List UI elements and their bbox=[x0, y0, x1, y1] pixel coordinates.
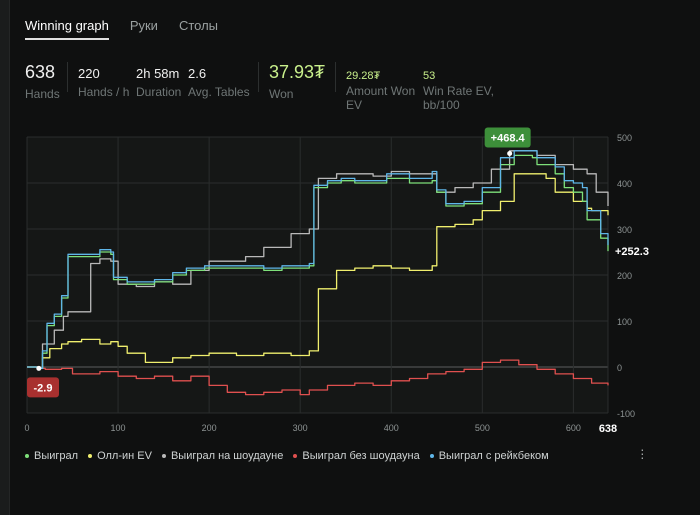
tab-winning-graph[interactable]: Winning graph bbox=[25, 18, 109, 40]
stat-avg-tables-value: 2.6 bbox=[188, 66, 207, 81]
stat-won: 37.93₮ Won bbox=[269, 62, 325, 102]
stat-won-value: 37.93₮ bbox=[269, 62, 326, 82]
legend-label: Выиграл без шоудауна bbox=[302, 450, 420, 462]
x-tick-label: 0 bbox=[24, 423, 29, 433]
stat-avg-tables-label: Avg. Tables bbox=[188, 85, 250, 99]
x-tick-label: 100 bbox=[111, 423, 126, 433]
stat-amount-won-ev-label-1: Amount Won bbox=[346, 84, 416, 98]
y-tick-label: -100 bbox=[617, 409, 635, 419]
x-tick-label: 200 bbox=[202, 423, 217, 433]
legend-dot bbox=[161, 454, 166, 458]
divider bbox=[67, 62, 68, 92]
stat-duration-label: Duration bbox=[136, 85, 182, 99]
legend-dot bbox=[25, 454, 29, 458]
y-tick-label: 300 bbox=[617, 225, 632, 235]
legend-label: Выиграл на шоудауне bbox=[170, 450, 284, 462]
legend-dot bbox=[429, 454, 434, 458]
stat-avg-tables: 2.6 Avg. Tables bbox=[188, 66, 250, 100]
divider bbox=[258, 62, 259, 92]
legend-label: Выиграл bbox=[34, 450, 79, 462]
stat-win-rate-ev-label-1: Win Rate EV, bbox=[423, 84, 494, 98]
legend-item-rakeback[interactable]: Выиграл с рейкбеком bbox=[429, 450, 549, 462]
stat-win-rate-ev-label-2: bb/100 bbox=[423, 98, 460, 112]
x-tick-label: 600 bbox=[566, 423, 581, 433]
peak-marker bbox=[507, 151, 513, 157]
stat-hands-per-hour-label: Hands / h bbox=[78, 85, 130, 99]
chart-legend: Выиграл Олл-ин EV Выиграл на шоудауне Вы… bbox=[25, 450, 559, 462]
series-line-non_showdown bbox=[27, 359, 609, 396]
x-end-label: 638 bbox=[599, 423, 617, 435]
peak-badge-label: +468.4 bbox=[491, 133, 526, 145]
stat-hands-label: Hands bbox=[25, 87, 60, 101]
stat-amount-won-ev: 29.28₮ Amount Won EV bbox=[346, 70, 415, 113]
stat-hands-per-hour-value: 220 bbox=[78, 66, 100, 81]
stat-amount-won-ev-value: 29.28₮ bbox=[346, 70, 381, 82]
x-tick-label: 500 bbox=[475, 423, 490, 433]
stat-win-rate-ev-value: 53 bbox=[423, 70, 436, 82]
legend-item-allin-ev[interactable]: Олл-ин EV bbox=[88, 450, 152, 462]
legend-item-non-showdown[interactable]: Выиграл без шоудауна bbox=[293, 450, 420, 462]
low-badge bbox=[27, 377, 59, 398]
x-tick-label: 300 bbox=[293, 423, 308, 433]
tab-tables[interactable]: Столы bbox=[178, 18, 219, 33]
peak-badge bbox=[484, 127, 531, 148]
left-sidebar-edge bbox=[0, 0, 10, 515]
stat-won-label: Won bbox=[269, 87, 294, 101]
end-value-label: +252.3 bbox=[615, 246, 649, 258]
tab-hands[interactable]: Руки bbox=[129, 18, 158, 33]
series-line-rakeback bbox=[27, 150, 609, 370]
x-tick-label: 400 bbox=[384, 423, 399, 433]
stat-duration: 2h 58m Duration bbox=[136, 66, 181, 100]
y-tick-label: 200 bbox=[617, 271, 632, 281]
legend-item-won[interactable]: Выиграл bbox=[25, 450, 78, 462]
low-marker bbox=[36, 365, 42, 371]
more-options-icon[interactable]: · · · bbox=[640, 441, 645, 465]
legend-item-showdown[interactable]: Выиграл на шоудауне bbox=[161, 450, 284, 462]
tab-bar: Winning graph Руки Столы bbox=[25, 18, 239, 40]
stat-hands: 638 Hands bbox=[25, 62, 60, 102]
stat-win-rate-ev: 53 Win Rate EV, bb/100 bbox=[423, 70, 494, 113]
series-line-allin_ev bbox=[27, 173, 609, 370]
stat-duration-value: 2h 58m bbox=[136, 66, 180, 81]
legend-label: Выиграл с рейкбеком bbox=[438, 450, 549, 462]
y-tick-label: 100 bbox=[617, 317, 632, 327]
y-tick-label: 500 bbox=[617, 133, 632, 143]
legend-dot bbox=[293, 454, 298, 458]
legend-label: Олл-ин EV bbox=[97, 450, 152, 462]
stat-hands-per-hour: 220 Hands / h bbox=[78, 66, 129, 100]
stat-amount-won-ev-label-2: EV bbox=[346, 98, 363, 112]
y-tick-label: 0 bbox=[617, 363, 622, 373]
y-tick-label: 400 bbox=[617, 179, 632, 189]
divider bbox=[335, 62, 336, 92]
low-badge-label: -2.9 bbox=[34, 382, 53, 394]
stat-hands-value: 638 bbox=[25, 62, 56, 82]
legend-dot bbox=[88, 454, 93, 458]
